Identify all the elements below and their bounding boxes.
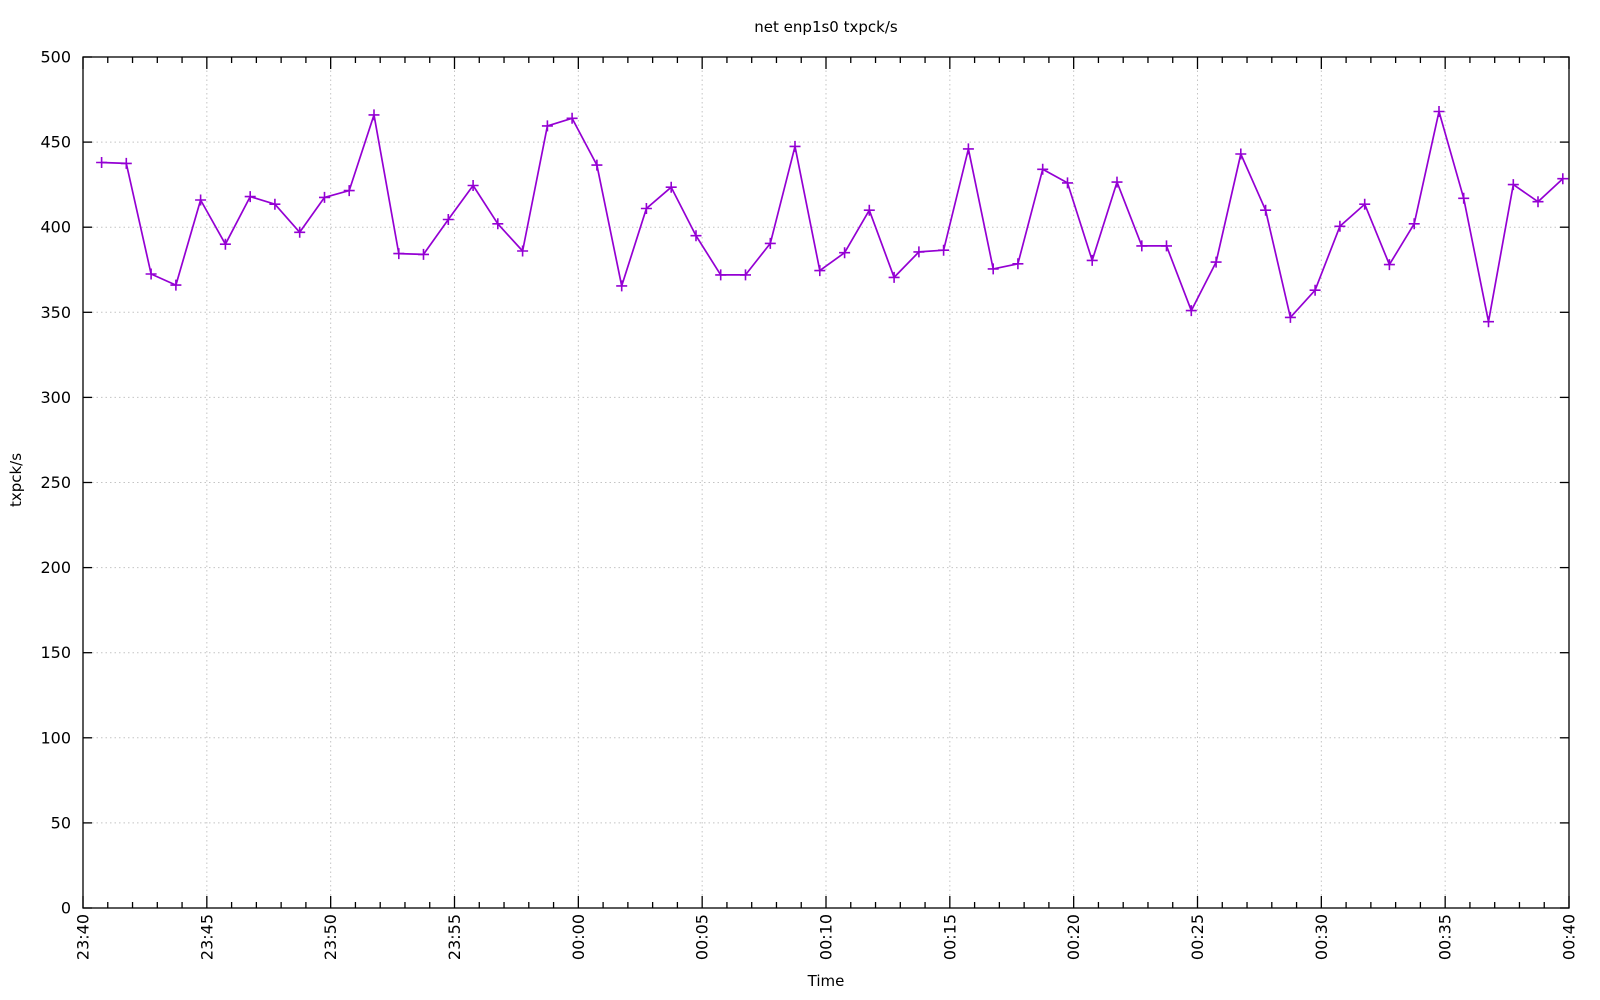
y-tick-label: 500 xyxy=(40,48,71,67)
x-axis-title: Time xyxy=(807,972,845,990)
y-tick-label: 400 xyxy=(40,218,71,237)
y-tick-label: 450 xyxy=(40,133,71,152)
y-tick-label: 0 xyxy=(61,899,71,918)
x-tick-label: 00:05 xyxy=(693,914,712,960)
chart-title: net enp1s0 txpck/s xyxy=(754,18,898,36)
y-tick-label: 150 xyxy=(40,643,71,662)
x-tick-label: 23:45 xyxy=(197,914,216,960)
x-tick-label: 23:55 xyxy=(445,914,464,960)
y-tick-label: 200 xyxy=(40,558,71,577)
x-tick-label: 00:35 xyxy=(1436,914,1455,960)
x-tick-label: 00:20 xyxy=(1064,914,1083,960)
x-tick-label: 00:40 xyxy=(1560,914,1579,960)
x-tick-label: 00:10 xyxy=(817,914,836,960)
x-tick-label: 00:30 xyxy=(1312,914,1331,960)
x-tick-label: 00:25 xyxy=(1188,914,1207,960)
x-tick-label: 23:50 xyxy=(321,914,340,960)
y-tick-label: 50 xyxy=(51,813,71,832)
data-line xyxy=(101,110,1564,323)
y-tick-label: 100 xyxy=(40,728,71,747)
x-tick-label: 23:40 xyxy=(74,914,93,960)
x-tick-label: 00:15 xyxy=(940,914,959,960)
y-tick-label: 350 xyxy=(40,303,71,322)
y-axis-title: txpck/s xyxy=(7,452,25,508)
y-tick-label: 300 xyxy=(40,388,71,407)
x-tick-label: 00:00 xyxy=(569,914,588,960)
data-point-markers xyxy=(96,106,1569,328)
y-tick-label: 250 xyxy=(40,473,71,492)
